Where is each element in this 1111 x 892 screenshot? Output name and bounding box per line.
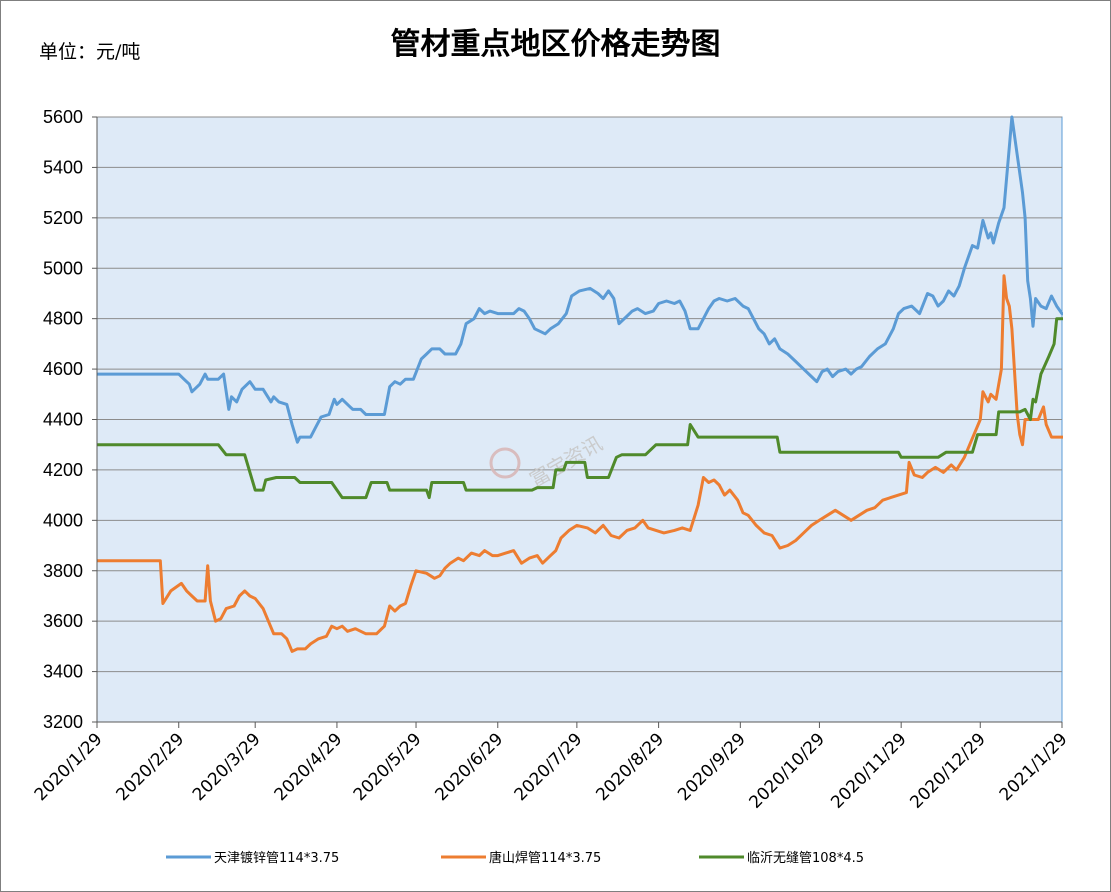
y-tick-label: 5600 — [43, 107, 83, 127]
x-tick-label: 2020/4/29 — [271, 729, 347, 805]
y-tick-label: 3400 — [43, 662, 83, 682]
x-tick-label: 2020/9/29 — [674, 729, 750, 805]
y-tick-label: 4200 — [43, 460, 83, 480]
series-line-2 — [97, 317, 1063, 500]
x-tick-label: 2020/5/29 — [350, 729, 426, 805]
x-tick-label: 2020/2/29 — [112, 729, 188, 805]
x-tick-label: 2020/7/29 — [511, 729, 587, 805]
x-axis-ticks: 2020/1/29 2020/2/29 2020/3/29 2020/4/29 2020… — [31, 722, 1072, 813]
watermark-logo-icon — [489, 447, 521, 479]
y-tick-label: 4400 — [43, 410, 83, 430]
x-tick-label: 2020/3/29 — [189, 729, 265, 805]
x-tick-label: 2020/11/29 — [827, 729, 910, 812]
x-tick-label: 2021/1/29 — [996, 729, 1072, 805]
y-tick-label: 4600 — [43, 359, 83, 379]
series-lines — [97, 115, 1063, 653]
x-tick-label: 2020/1/29 — [31, 729, 107, 805]
legend-label-2: 临沂无缝管108*4.5 — [747, 851, 864, 866]
y-tick-label: 3600 — [43, 611, 83, 631]
x-tick-label: 2020/10/29 — [746, 729, 829, 812]
y-axis-ticks: 3200 3400 3600 3800 4000 4200 4400 4600 4800 5000… — [43, 107, 97, 732]
y-tick-label: 3200 — [43, 712, 83, 732]
x-tick-label: 2020/12/29 — [906, 729, 989, 812]
x-tick-label: 2020/8/29 — [592, 729, 668, 805]
y-tick-label: 5400 — [43, 157, 83, 177]
y-tick-label: 5000 — [43, 258, 83, 278]
x-tick-label: 2020/6/29 — [432, 729, 508, 805]
series-line-0 — [97, 115, 1063, 444]
legend-label-0: 天津镀锌管114*3.75 — [214, 850, 339, 866]
chart-title: 管材重点地区价格走势图 — [390, 27, 721, 62]
y-tick-label: 3800 — [43, 561, 83, 581]
series-line-1 — [97, 274, 1063, 653]
y-tick-label: 4800 — [43, 309, 83, 329]
y-tick-label: 4000 — [43, 510, 83, 530]
legend-label-1: 唐山焊管114*3.75 — [489, 850, 601, 866]
y-tick-label: 5200 — [43, 208, 83, 228]
unit-label: 单位：元/吨 — [39, 41, 141, 63]
legend: 天津镀锌管114*3.75 唐山焊管114*3.75 临沂无缝管108*4.5 — [166, 850, 864, 866]
